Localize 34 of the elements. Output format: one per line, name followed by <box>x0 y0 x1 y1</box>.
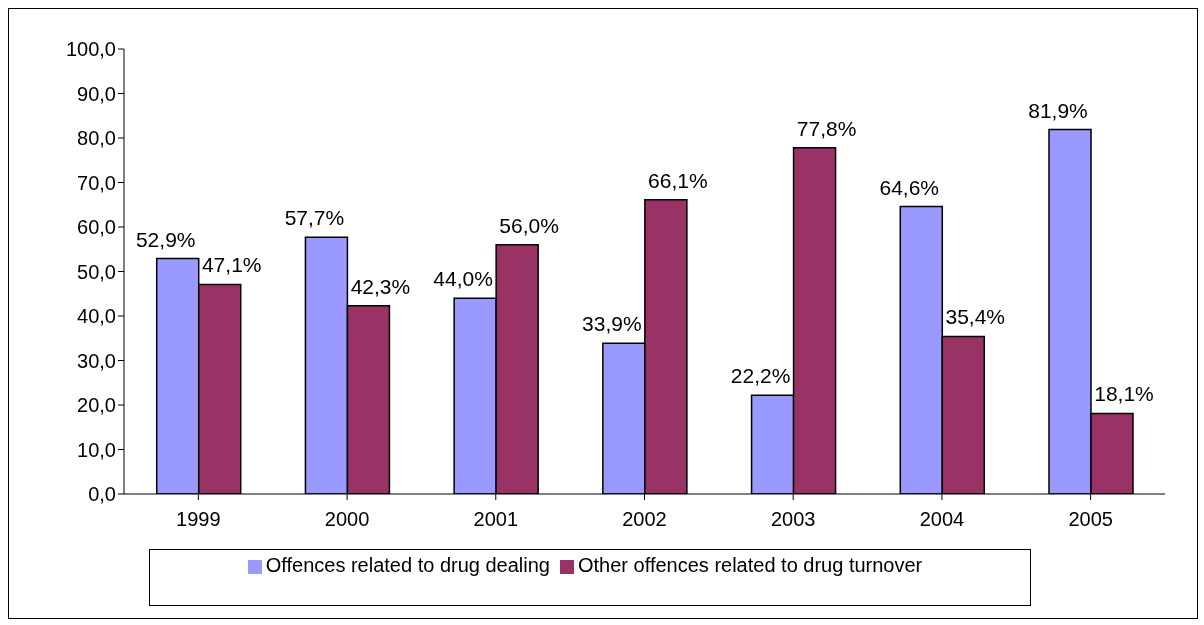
y-tick-label: 80,0 <box>77 127 116 150</box>
y-tick-label: 60,0 <box>77 216 116 239</box>
data-label: 52,9% <box>135 227 196 251</box>
y-tick-label: 50,0 <box>77 260 116 283</box>
data-label: 22,2% <box>730 364 791 388</box>
y-tick-label: 90,0 <box>77 82 116 105</box>
y-tick-label: 30,0 <box>77 349 116 372</box>
y-tick-label: 100,0 <box>65 38 116 61</box>
data-label: 44,0% <box>433 267 493 291</box>
data-label: 57,7% <box>284 206 345 230</box>
y-tick-label: 0,0 <box>88 483 116 506</box>
data-label: 35,4% <box>945 305 1006 329</box>
x-tick-label: 2002 <box>622 508 667 531</box>
data-label: 42,3% <box>350 274 411 298</box>
y-tick-label: 40,0 <box>77 305 116 328</box>
data-label: 64,6% <box>879 175 940 199</box>
data-label: 66,1% <box>648 168 708 192</box>
data-label: 56,0% <box>499 213 559 237</box>
y-tick-label: 20,0 <box>77 394 116 417</box>
x-tick-label: 2004 <box>919 508 965 531</box>
x-tick-label: 1999 <box>176 508 221 531</box>
y-tick-label: 10,0 <box>77 438 116 461</box>
x-tick-label: 2005 <box>1068 508 1113 531</box>
data-label: 47,1% <box>201 253 262 277</box>
data-label: 33,9% <box>582 312 642 336</box>
data-label: 77,8% <box>796 116 857 140</box>
legend-label: Other offences related to drug turnover <box>578 554 923 576</box>
legend-label: Offences related to drug dealing <box>265 554 550 576</box>
x-tick-label: 2001 <box>473 508 519 531</box>
data-label: 18,1% <box>1094 382 1154 406</box>
x-tick-label: 2000 <box>324 508 370 531</box>
y-tick-label: 70,0 <box>77 171 116 194</box>
x-tick-label: 2003 <box>770 508 816 531</box>
data-label: 81,9% <box>1028 98 1088 122</box>
